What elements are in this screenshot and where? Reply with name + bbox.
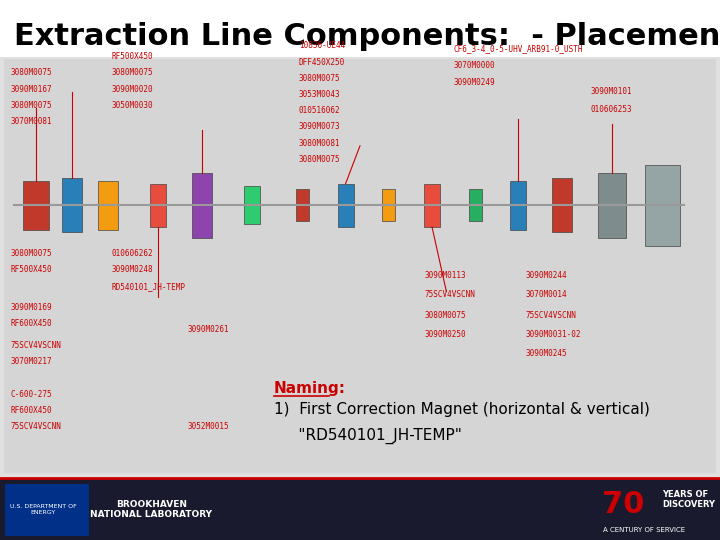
FancyBboxPatch shape	[0, 57, 720, 478]
Text: 3080M0075: 3080M0075	[11, 249, 53, 258]
Text: RD540101_JH-TEMP: RD540101_JH-TEMP	[112, 282, 186, 291]
FancyBboxPatch shape	[510, 181, 526, 230]
Text: 3090M0245: 3090M0245	[526, 349, 567, 358]
Text: 3080M0075: 3080M0075	[425, 312, 467, 320]
FancyBboxPatch shape	[4, 59, 716, 472]
Text: 3080M0075: 3080M0075	[299, 155, 341, 164]
Text: 010606253: 010606253	[590, 105, 632, 113]
Text: 010606262: 010606262	[112, 249, 153, 258]
Text: 3052M0015: 3052M0015	[187, 422, 229, 431]
Text: 3090M0250: 3090M0250	[425, 330, 467, 339]
Text: 3070M0081: 3070M0081	[11, 117, 53, 126]
Text: 3090M0244: 3090M0244	[526, 271, 567, 280]
Text: RF500X450: RF500X450	[11, 266, 53, 274]
Text: 3090M0020: 3090M0020	[112, 85, 153, 93]
Text: 3090M0169: 3090M0169	[11, 303, 53, 312]
FancyBboxPatch shape	[150, 184, 166, 227]
Text: RF600X450: RF600X450	[11, 406, 53, 415]
Text: 3070M0014: 3070M0014	[526, 290, 567, 299]
Text: "RD540101_JH-TEMP": "RD540101_JH-TEMP"	[274, 428, 462, 444]
FancyBboxPatch shape	[338, 184, 354, 227]
Text: 75SCV4VSCNN: 75SCV4VSCNN	[425, 290, 476, 299]
Text: RF600X450: RF600X450	[11, 320, 53, 328]
Text: Extraction Line Components:  - Placement: Extraction Line Components: - Placement	[14, 22, 720, 51]
Text: C-600-275: C-600-275	[11, 390, 53, 399]
Text: CF6_3-4_0-5-UHV_ARB91-0_USTH: CF6_3-4_0-5-UHV_ARB91-0_USTH	[454, 44, 583, 53]
Text: 3090M0167: 3090M0167	[11, 85, 53, 93]
Text: 3090M0101: 3090M0101	[590, 87, 632, 96]
Text: 75SCV4VSCNN: 75SCV4VSCNN	[526, 312, 577, 320]
FancyBboxPatch shape	[296, 189, 309, 221]
Text: DFF450X250: DFF450X250	[299, 58, 345, 66]
Text: 3070M0000: 3070M0000	[454, 62, 495, 70]
Text: RF500X450: RF500X450	[112, 52, 153, 61]
FancyBboxPatch shape	[598, 173, 626, 238]
Text: 3080M0075: 3080M0075	[11, 69, 53, 77]
Text: 3053M0043: 3053M0043	[299, 90, 341, 99]
Text: 3050M0030: 3050M0030	[112, 101, 153, 110]
Text: 10836-UE44: 10836-UE44	[299, 42, 345, 50]
Text: 3090M0073: 3090M0073	[299, 123, 341, 131]
FancyBboxPatch shape	[552, 178, 572, 232]
FancyBboxPatch shape	[645, 165, 680, 246]
FancyBboxPatch shape	[23, 181, 49, 230]
Text: 1)  First Correction Magnet (horizontal & vertical): 1) First Correction Magnet (horizontal &…	[274, 402, 649, 417]
FancyBboxPatch shape	[0, 478, 720, 540]
Text: 010516062: 010516062	[299, 106, 341, 115]
FancyBboxPatch shape	[62, 178, 82, 232]
Text: 3070M0217: 3070M0217	[11, 357, 53, 366]
Text: 3080M0075: 3080M0075	[11, 101, 53, 110]
FancyBboxPatch shape	[0, 0, 720, 57]
FancyBboxPatch shape	[244, 186, 260, 224]
Text: U.S. DEPARTMENT OF
ENERGY: U.S. DEPARTMENT OF ENERGY	[10, 504, 76, 515]
FancyBboxPatch shape	[5, 484, 89, 536]
Text: 75SCV4VSCNN: 75SCV4VSCNN	[11, 422, 62, 431]
Text: 70: 70	[602, 490, 644, 519]
Text: 3090M0248: 3090M0248	[112, 266, 153, 274]
Text: YEARS OF
DISCOVERY: YEARS OF DISCOVERY	[662, 490, 716, 509]
Text: 3080M0075: 3080M0075	[299, 74, 341, 83]
Text: 3090M0113: 3090M0113	[425, 271, 467, 280]
Text: 3080M0081: 3080M0081	[299, 139, 341, 147]
FancyBboxPatch shape	[424, 184, 440, 227]
Text: BROOKHAVEN
NATIONAL LABORATORY: BROOKHAVEN NATIONAL LABORATORY	[90, 500, 212, 519]
FancyBboxPatch shape	[469, 189, 482, 221]
Text: Naming:: Naming:	[274, 381, 346, 396]
Text: 3080M0075: 3080M0075	[112, 69, 153, 77]
FancyBboxPatch shape	[98, 181, 118, 230]
FancyBboxPatch shape	[382, 189, 395, 221]
Text: 75SCV4VSCNN: 75SCV4VSCNN	[11, 341, 62, 350]
Text: 3090M0261: 3090M0261	[187, 325, 229, 334]
Text: A CENTURY OF SERVICE: A CENTURY OF SERVICE	[603, 527, 685, 534]
Text: 3090M0249: 3090M0249	[454, 78, 495, 86]
Text: 3090M0031-02: 3090M0031-02	[526, 330, 581, 339]
FancyBboxPatch shape	[192, 173, 212, 238]
